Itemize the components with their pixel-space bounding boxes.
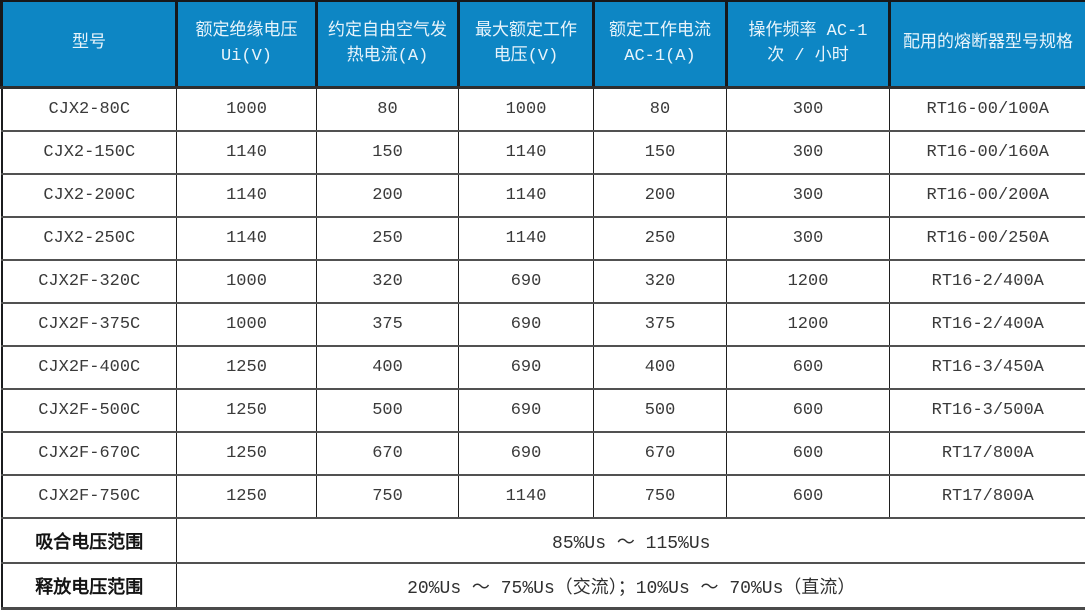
value-cell: 1140 xyxy=(458,173,594,218)
model-cell: CJX2F-670C xyxy=(1,431,177,476)
value-cell: 690 xyxy=(458,345,594,390)
value-cell: 1140 xyxy=(176,173,317,218)
header-cell-col4: 最大额定工作电压(V) xyxy=(457,0,595,89)
model-cell: CJX2-250C xyxy=(1,216,177,261)
model-cell: CJX2-150C xyxy=(1,130,177,175)
value-cell: RT16-2/400A xyxy=(889,259,1085,304)
value-cell: 1250 xyxy=(176,431,317,476)
value-cell: 1140 xyxy=(458,216,594,261)
value-cell: 375 xyxy=(316,302,459,347)
table-body: CJX2-80C 1000 80 1000 80 300 RT16-00/100A CJX2-… xyxy=(1,86,1085,610)
value-cell: 600 xyxy=(726,345,890,390)
table-row: CJX2-200C 1140 200 1140 200 300 RT16-00/200A xyxy=(1,173,1085,218)
table-header: 型号 额定绝缘电压 Ui(V) 约定自由空气发热电流(A) 最大额定工作电压(V) 额定… xyxy=(0,0,1085,89)
value-cell: RT16-00/100A xyxy=(889,86,1085,132)
value-cell: 320 xyxy=(316,259,459,304)
value-cell: 1000 xyxy=(176,302,317,347)
footer-row: 吸合电压范围 85%Us ～ 115%Us xyxy=(1,517,1085,564)
value-cell: 600 xyxy=(726,474,890,519)
model-cell: CJX2F-375C xyxy=(1,302,177,347)
footer-label-cell: 吸合电压范围 xyxy=(1,517,177,564)
value-cell: 600 xyxy=(726,431,890,476)
value-cell: RT16-00/160A xyxy=(889,130,1085,175)
table-row: CJX2-80C 1000 80 1000 80 300 RT16-00/100A xyxy=(1,86,1085,132)
value-cell: 750 xyxy=(593,474,727,519)
value-cell: 200 xyxy=(593,173,727,218)
value-cell: RT17/800A xyxy=(889,431,1085,476)
value-cell: RT16-00/250A xyxy=(889,216,1085,261)
model-cell: CJX2-200C xyxy=(1,173,177,218)
table-row: CJX2F-375C 1000 375 690 375 1200 RT16-2/400A xyxy=(1,302,1085,347)
value-cell: 690 xyxy=(458,388,594,433)
value-cell: 1250 xyxy=(176,474,317,519)
value-cell: 1200 xyxy=(726,259,890,304)
footer-value-cell: 85%Us ～ 115%Us xyxy=(176,517,1085,564)
value-cell: 750 xyxy=(316,474,459,519)
value-cell: 500 xyxy=(593,388,727,433)
value-cell: 670 xyxy=(593,431,727,476)
table-row: CJX2F-750C 1250 750 1140 750 600 RT17/800A xyxy=(1,474,1085,519)
header-cell-col6: 操作频率 AC-1 次 / 小时 xyxy=(725,0,891,89)
model-cell: CJX2-80C xyxy=(1,86,177,132)
model-cell: CJX2F-750C xyxy=(1,474,177,519)
value-cell: 690 xyxy=(458,259,594,304)
value-cell: 1140 xyxy=(458,130,594,175)
value-cell: 1140 xyxy=(176,216,317,261)
value-cell: 300 xyxy=(726,216,890,261)
footer-value-cell: 20%Us ～ 75%Us（交流）；10%Us ～ 70%Us（直流） xyxy=(176,562,1085,610)
value-cell: 200 xyxy=(316,173,459,218)
value-cell: 1250 xyxy=(176,388,317,433)
value-cell: 80 xyxy=(316,86,459,132)
header-cell-col3: 约定自由空气发热电流(A) xyxy=(315,0,460,89)
value-cell: 375 xyxy=(593,302,727,347)
value-cell: 300 xyxy=(726,130,890,175)
table-row: CJX2-250C 1140 250 1140 250 300 RT16-00/250A xyxy=(1,216,1085,261)
header-cell-col2: 额定绝缘电压 Ui(V) xyxy=(175,0,318,89)
model-cell: CJX2F-500C xyxy=(1,388,177,433)
value-cell: 1140 xyxy=(458,474,594,519)
value-cell: 150 xyxy=(593,130,727,175)
model-cell: CJX2F-400C xyxy=(1,345,177,390)
table-row: CJX2F-500C 1250 500 690 500 600 RT16-3/500A xyxy=(1,388,1085,433)
value-cell: 320 xyxy=(593,259,727,304)
model-cell: CJX2F-320C xyxy=(1,259,177,304)
table-row: CJX2F-670C 1250 670 690 670 600 RT17/800A xyxy=(1,431,1085,476)
header-cell-col5: 额定工作电流 AC-1(A) xyxy=(592,0,728,89)
value-cell: 1000 xyxy=(176,259,317,304)
value-cell: 300 xyxy=(726,173,890,218)
value-cell: 1140 xyxy=(176,130,317,175)
value-cell: 500 xyxy=(316,388,459,433)
value-cell: RT17/800A xyxy=(889,474,1085,519)
value-cell: RT16-00/200A xyxy=(889,173,1085,218)
value-cell: 400 xyxy=(316,345,459,390)
value-cell: 250 xyxy=(593,216,727,261)
value-cell: 250 xyxy=(316,216,459,261)
footer-label-cell: 释放电压范围 xyxy=(1,562,177,610)
table-row: CJX2F-400C 1250 400 690 400 600 RT16-3/450A xyxy=(1,345,1085,390)
value-cell: 1000 xyxy=(458,86,594,132)
value-cell: 1000 xyxy=(176,86,317,132)
value-cell: RT16-3/450A xyxy=(889,345,1085,390)
header-row: 型号 额定绝缘电压 Ui(V) 约定自由空气发热电流(A) 最大额定工作电压(V) 额定… xyxy=(0,0,1085,89)
value-cell: RT16-2/400A xyxy=(889,302,1085,347)
header-cell-col7: 配用的熔断器型号规格 xyxy=(888,0,1085,89)
table-row: CJX2-150C 1140 150 1140 150 300 RT16-00/160A xyxy=(1,130,1085,175)
value-cell: 690 xyxy=(458,302,594,347)
value-cell: 1250 xyxy=(176,345,317,390)
value-cell: RT16-3/500A xyxy=(889,388,1085,433)
value-cell: 150 xyxy=(316,130,459,175)
footer-row: 释放电压范围 20%Us ～ 75%Us（交流）；10%Us ～ 70%Us（直流… xyxy=(1,562,1085,610)
value-cell: 400 xyxy=(593,345,727,390)
value-cell: 80 xyxy=(593,86,727,132)
table-row: CJX2F-320C 1000 320 690 320 1200 RT16-2/400A xyxy=(1,259,1085,304)
value-cell: 1200 xyxy=(726,302,890,347)
value-cell: 670 xyxy=(316,431,459,476)
value-cell: 690 xyxy=(458,431,594,476)
value-cell: 600 xyxy=(726,388,890,433)
value-cell: 300 xyxy=(726,86,890,132)
header-cell-col1: 型号 xyxy=(0,0,178,89)
